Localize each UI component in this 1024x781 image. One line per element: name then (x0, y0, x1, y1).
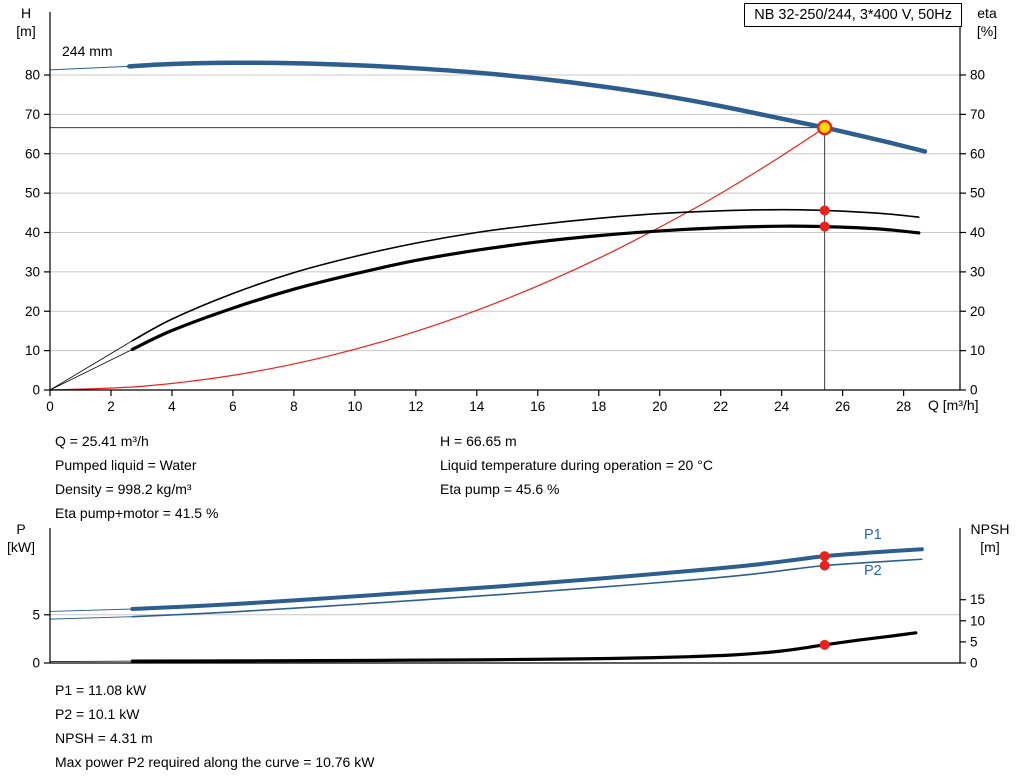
result-h: H = 66.65 m (440, 433, 517, 449)
x-tick-label: 16 (530, 399, 545, 414)
x-tick-label: 24 (774, 399, 790, 414)
eta-pump-lead-in (49, 340, 133, 391)
y-left-tick-label: 50 (25, 186, 40, 201)
x-tick-label: 26 (835, 399, 850, 414)
y-left-tick-label: 70 (25, 107, 40, 122)
x-tick-label: 10 (347, 399, 362, 414)
x-tick-label: 2 (107, 399, 115, 414)
x-tick-label: 6 (229, 399, 237, 414)
eta-pump-curve (131, 208, 920, 342)
y-left-tick-label: 80 (25, 68, 40, 83)
duty-results-bottom: P1 = 11.08 kW P2 = 10.1 kW NPSH = 4.31 m… (55, 678, 374, 774)
x-tick-label: 8 (290, 399, 298, 414)
pump-curve-lead-in (49, 65, 130, 71)
y-left-tick-label: 0 (32, 383, 40, 398)
pump-curve-244mm (127, 60, 928, 154)
h-axis-label-unit: [m] (16, 23, 36, 39)
y-right-tick-label: 0 (970, 656, 978, 671)
result-row: Pumped liquid = Water Liquid temperature… (55, 453, 985, 477)
eta-axis-label: eta [%] (964, 4, 1010, 40)
result-max-p2: Max power P2 required along the curve = … (55, 754, 375, 770)
p2-curve-label: P2 (864, 563, 882, 579)
y-left-tick-label: 30 (25, 264, 40, 279)
y-right-tick-label: 15 (970, 592, 985, 607)
result-pumped-liquid: Pumped liquid = Water (55, 457, 197, 473)
result-eta-pump-motor: Eta pump+motor = 41.5 % (55, 505, 219, 521)
p1-curve (130, 547, 924, 611)
y-right-tick-label: 5 (970, 634, 978, 649)
result-npsh: NPSH = 4.31 m (55, 730, 153, 746)
result-liquid-temperature: Liquid temperature during operation = 20… (440, 457, 713, 473)
result-eta-pump: Eta pump = 45.6 % (440, 481, 560, 497)
power-npsh-chart: 0 5 0 5 10 15 (32, 528, 985, 671)
result-p2: P2 = 10.1 kW (55, 706, 140, 722)
result-row: Eta pump+motor = 41.5 % (55, 501, 985, 525)
result-row: Density = 998.2 kg/m³ Eta pump = 45.6 % (55, 477, 985, 501)
y-right-tick-label: 0 (970, 383, 978, 398)
p1-lead-in (49, 608, 133, 612)
y-left-tick-label: 20 (25, 304, 40, 319)
y-right-tick-label: 80 (970, 68, 985, 83)
y-right-tick-label: 60 (970, 146, 985, 161)
y-right-tick-label: 40 (970, 225, 985, 240)
npsh-axis-label-unit: [m] (980, 539, 1000, 555)
impeller-diameter-label: 244 mm (62, 43, 113, 59)
p-axis-label-symbol: P (16, 521, 26, 537)
y-left-tick-label: 40 (25, 225, 40, 240)
x-tick-label: 28 (896, 399, 911, 414)
x-tick-label: 0 (46, 399, 54, 414)
x-tick-label: 20 (652, 399, 667, 414)
result-q: Q = 25.41 m³/h (55, 433, 149, 449)
eta-pump-motor-lead-in (49, 349, 133, 391)
eta-axis-label-unit: [%] (976, 23, 998, 39)
h-axis-label-symbol: H (20, 5, 32, 21)
x-tick-label: 4 (168, 399, 176, 414)
result-p1: P1 = 11.08 kW (55, 682, 147, 698)
x-tick-label: 14 (469, 399, 485, 414)
system-curve (49, 126, 826, 391)
duty-results-top: Q = 25.41 m³/h H = 66.65 m Pumped liquid… (55, 429, 985, 525)
p2-curve (131, 558, 923, 618)
eta-pump-point (819, 205, 830, 216)
y-right-tick-label: 20 (970, 304, 985, 319)
y-right-tick-label: 10 (970, 343, 985, 358)
npsh-axis-label-symbol: NPSH (970, 521, 1010, 537)
result-density: Density = 998.2 kg/m³ (55, 481, 192, 497)
x-tick-label: 12 (408, 399, 423, 414)
eta-axis-label-symbol: eta (977, 5, 997, 21)
y-left-tick-label: 60 (25, 146, 40, 161)
y-left-tick-label: 10 (25, 343, 40, 358)
y-right-tick-label: 30 (970, 264, 985, 279)
x-tick-label: 22 (713, 399, 728, 414)
duty-point[interactable] (816, 119, 833, 136)
y-left-tick-label: 5 (32, 607, 40, 622)
p-axis-label-unit: [kW] (7, 539, 35, 555)
y-left-tick-label: 0 (32, 656, 40, 671)
eta-pump-motor-point (819, 221, 830, 232)
p1-point (819, 551, 830, 562)
p-axis-label: P [kW] (0, 520, 42, 556)
npsh-curve (130, 631, 918, 663)
result-row: Q = 25.41 m³/h H = 66.65 m (55, 429, 985, 453)
y-right-tick-label: 70 (970, 107, 985, 122)
npsh-axis-label: NPSH [m] (962, 520, 1018, 556)
q-axis-label: Q [m³/h] (928, 397, 979, 413)
y-right-tick-label: 50 (970, 186, 985, 201)
pump-model-box: NB 32-250/244, 3*400 V, 50Hz (744, 3, 962, 27)
p2-lead-in (49, 616, 133, 620)
eta-pump-motor-curve (130, 224, 921, 352)
h-axis-label: H [m] (7, 4, 45, 40)
p2-point (819, 560, 830, 571)
x-tick-label: 18 (591, 399, 606, 414)
p1-curve-label: P1 (864, 527, 882, 543)
y-right-tick-label: 10 (970, 613, 985, 628)
npsh-point (819, 639, 830, 650)
